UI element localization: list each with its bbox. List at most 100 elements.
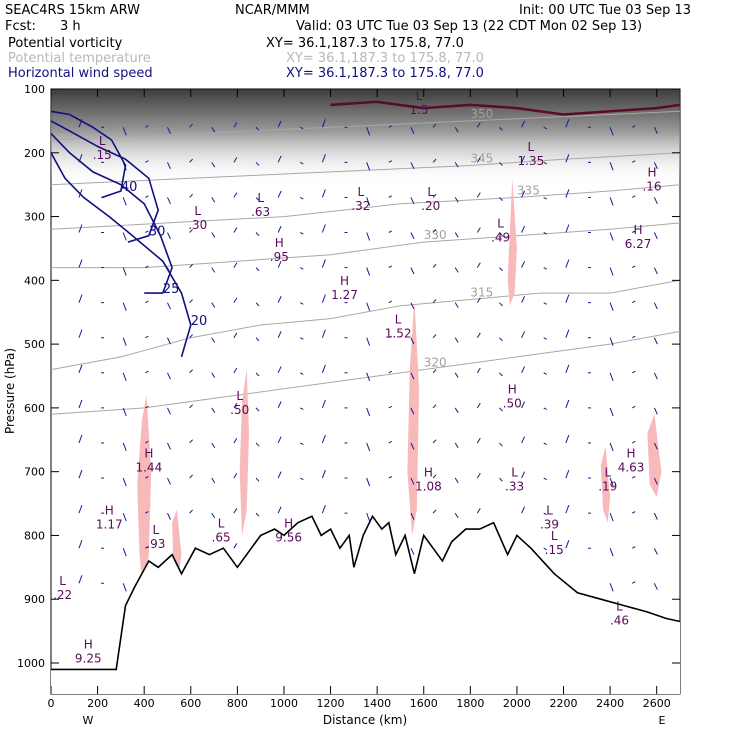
wind-vector [410,547,415,555]
wind-vector [277,401,282,409]
wind-vector [145,440,149,444]
wind-vector [255,267,260,272]
wind-vector [543,196,547,200]
theta-label-335: 335 [517,183,540,197]
wind-vector [609,583,614,592]
wind-vector [521,155,526,163]
fcst-label: Fcst: [5,19,36,34]
wind-vector [653,372,658,380]
wind-vector [632,511,636,514]
wind-vector [454,372,459,378]
wind-vector [432,369,437,374]
pv-extreme-value: 9.25 [75,652,102,666]
wind-vector [632,581,636,584]
wind-vector [476,437,481,444]
wind-vector [167,512,171,520]
wind-vector [454,127,459,133]
y-tick-label: 600 [24,402,45,415]
wind-vector [632,405,636,409]
x-tick-label: 2400 [596,697,624,710]
wind-vector [388,195,393,198]
pv-extreme-type: L [427,185,434,199]
wind-vector [454,197,459,203]
wind-vector [476,367,481,374]
wind-vector [632,230,636,233]
wind-vector [189,193,193,198]
wind-vector [145,125,149,128]
wind-vector [543,302,547,305]
wind-vector [211,337,216,343]
x-tick-label: 1200 [317,697,345,710]
wind-vector [476,472,481,479]
pv-extreme-value: 9.56 [275,530,302,544]
wind-vector [300,196,304,200]
pv-extreme-type: H [508,383,517,397]
theta-label-350: 350 [470,107,493,121]
wind-vector [167,197,171,205]
wind-vector [122,372,127,381]
pv-extreme-type: L [194,204,201,218]
wind-vector [255,337,260,342]
wind-vector [543,442,547,446]
pv-extreme-labels: H1.44H1.17L.22H9.25L.93L.65L.50H9.56H.95… [53,89,661,665]
wind-vector [410,512,415,520]
wind-vector [277,506,282,514]
wind-vector [454,337,459,343]
wind-vector [543,372,547,375]
wind-vector [255,162,260,166]
wind-vector [167,477,171,485]
fcst-value: 3 h [60,19,81,34]
wind-vector [300,126,304,130]
wind-vector [145,265,149,269]
wind-vector [78,294,83,303]
wind-vector [233,297,238,303]
wind-vector [122,162,127,171]
wind-vector [78,364,83,373]
wind-vector [211,512,216,519]
west-label: W [83,714,94,727]
y-tick-label: 700 [24,466,45,479]
wind-vector [167,302,171,310]
wind-vector [432,123,437,128]
wind-vector [277,155,282,163]
wind-vector [78,154,83,163]
x-tick-label: 600 [180,697,201,710]
wind-vector [565,399,570,409]
wind-vector [167,442,171,450]
wind-vector [388,440,393,444]
wind-vector [653,302,658,310]
x-tick-label: 800 [227,697,248,710]
wind-vector [211,127,216,133]
pv-2pvu-line [330,100,681,116]
wind-vector [410,232,415,240]
wind-vector [211,162,216,168]
wind-vector [632,546,636,549]
field-xy-theta: XY= 36.1,187.3 to 175.8, 77.0 [286,51,484,66]
wind-vector [145,511,149,514]
wind-vector [565,119,570,128]
wind-vector [167,372,171,380]
pv-extreme-type: H [84,638,93,652]
pv-extreme-value: 1.5 [410,103,429,117]
wind-vector [521,366,526,374]
pv-region-2 [239,369,249,536]
x-tick-label: 2000 [503,697,531,710]
wind-vector [167,267,171,275]
y-tick-label: 900 [24,593,45,606]
wind-vector [300,232,304,235]
wind-vector [410,337,415,345]
pv-extreme-type: H [424,465,433,479]
wind-vector [189,334,193,339]
pv-extreme-value: .49 [491,231,510,245]
pv-extreme-value: .95 [270,250,289,264]
pv-extreme-value: .30 [188,218,207,232]
wind-vector [300,477,304,481]
wind-vector [432,158,437,163]
y-tick-label: 300 [24,211,45,224]
wind-vector [233,367,238,374]
wind-vector [366,127,371,136]
wind-vector [255,477,260,482]
wind-vector [499,302,503,307]
wind-vector [410,442,415,450]
wind-vector [366,512,371,522]
